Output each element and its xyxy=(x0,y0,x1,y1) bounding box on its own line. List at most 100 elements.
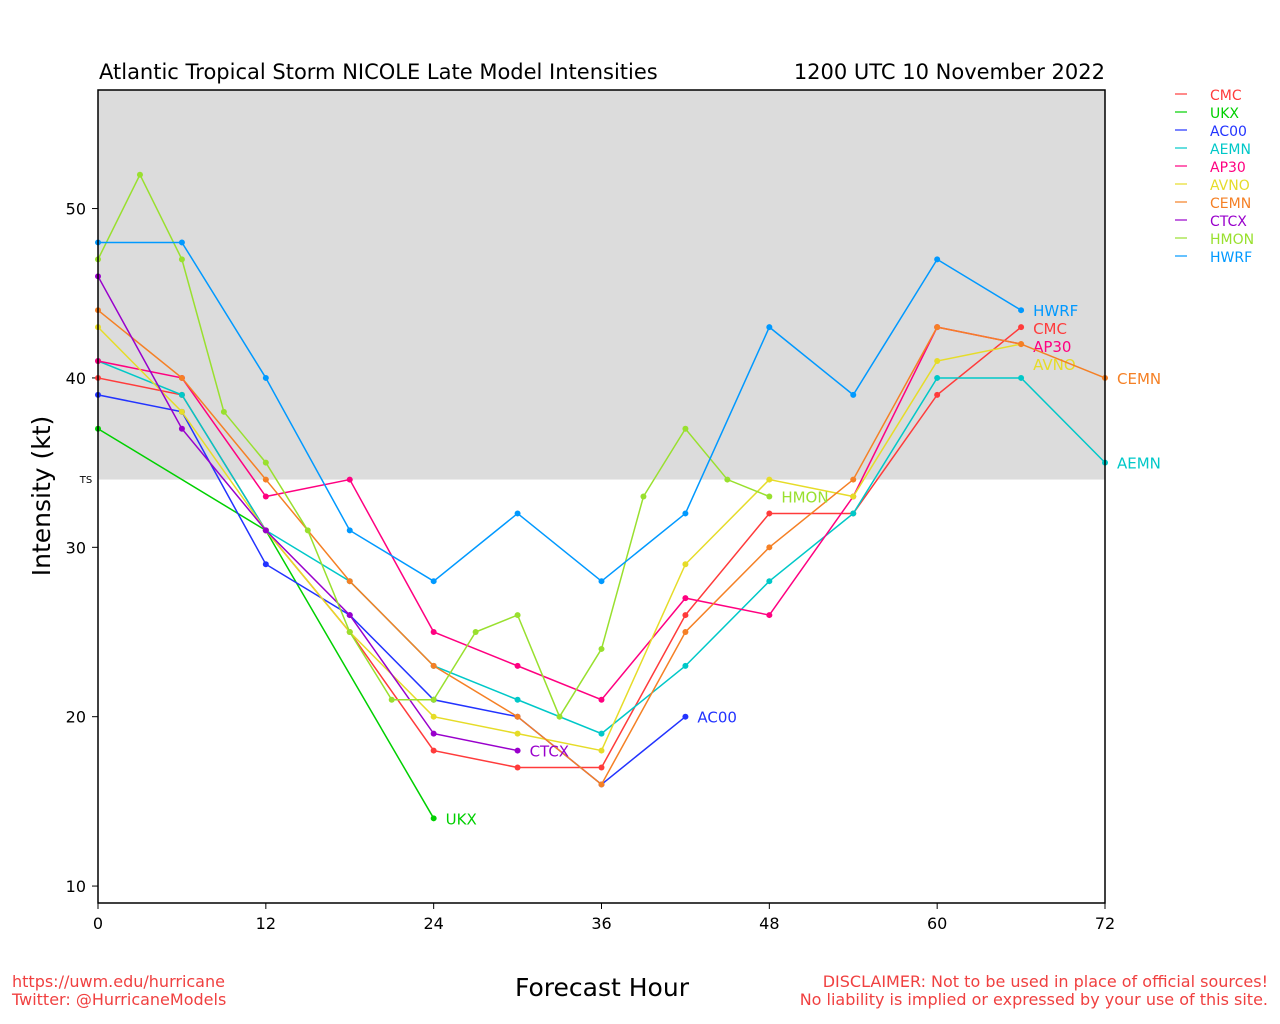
data-point xyxy=(514,612,521,619)
data-point xyxy=(766,544,773,551)
data-point xyxy=(430,696,437,703)
y-tick-label: 40 xyxy=(66,369,86,388)
data-point xyxy=(682,662,689,669)
data-point xyxy=(514,696,521,703)
data-point xyxy=(850,476,857,483)
series-hwrf: HWRF xyxy=(95,239,1078,585)
data-point xyxy=(934,324,941,331)
chart-subtitle: 1200 UTC 10 November 2022 xyxy=(794,60,1105,84)
data-point xyxy=(304,527,311,534)
data-point xyxy=(640,493,647,500)
data-point xyxy=(850,391,857,398)
data-point xyxy=(682,425,689,432)
data-point xyxy=(220,408,227,415)
series-ctcx: CTCX xyxy=(95,273,570,761)
data-point xyxy=(598,578,605,585)
data-point xyxy=(934,256,941,263)
data-point xyxy=(850,493,857,500)
series-end-label: AEMN xyxy=(1117,455,1161,473)
data-point xyxy=(346,476,353,483)
legend-entry: CTCX xyxy=(1210,214,1247,230)
data-point xyxy=(598,764,605,771)
series-end-label: AP30 xyxy=(1033,338,1071,356)
series-avno: AVNO xyxy=(95,324,1076,754)
data-point xyxy=(1018,307,1025,314)
data-point xyxy=(346,527,353,534)
data-point xyxy=(514,730,521,737)
data-point xyxy=(388,696,395,703)
data-point xyxy=(598,696,605,703)
legend-entry: CMC xyxy=(1210,88,1242,104)
data-point xyxy=(766,510,773,517)
series-end-label: CTCX xyxy=(530,743,570,761)
data-point xyxy=(766,612,773,619)
chart-title: Atlantic Tropical Storm NICOLE Late Mode… xyxy=(99,60,658,84)
legend: CMC UKX AC00 AEMN AP30 AVNO CEMN CTCX HMON HWRF xyxy=(1175,88,1254,266)
data-point xyxy=(724,476,731,483)
legend-entry: AVNO xyxy=(1210,178,1250,194)
ts-label: TS xyxy=(79,475,92,486)
series-end-label: AC00 xyxy=(697,709,737,727)
data-point xyxy=(262,561,269,568)
x-tick-label: 60 xyxy=(927,914,947,933)
series-ukx: UKX xyxy=(95,425,477,828)
data-point xyxy=(556,713,563,720)
data-point xyxy=(430,662,437,669)
data-point xyxy=(1018,324,1025,331)
legend-entry: AC00 xyxy=(1210,124,1247,140)
data-point xyxy=(430,815,437,822)
footer-twitter: Twitter: @HurricaneModels xyxy=(12,990,227,1009)
series-line xyxy=(97,326,1022,752)
x-tick-label: 12 xyxy=(256,914,276,933)
data-point xyxy=(934,358,941,364)
plot-frame xyxy=(97,89,1106,904)
data-point xyxy=(934,374,941,381)
y-axis-label: Intensity (kt) xyxy=(27,416,56,577)
series-end-label: HMON xyxy=(781,489,828,507)
data-point xyxy=(514,510,521,517)
data-point xyxy=(682,713,689,720)
series-cemn: CEMN xyxy=(95,307,1161,788)
data-point xyxy=(178,239,185,246)
data-point xyxy=(430,629,437,635)
ts-threshold-region xyxy=(98,90,1105,480)
series-line xyxy=(97,326,1022,701)
data-point xyxy=(514,662,521,669)
data-point xyxy=(1018,341,1025,348)
x-tick-label: 48 xyxy=(759,914,779,933)
data-point xyxy=(682,510,689,517)
footer-disclaimer-line1: DISCLAIMER: Not to be used in place of o… xyxy=(822,972,1268,991)
x-tick-label: 36 xyxy=(591,914,611,933)
footer-url[interactable]: https://uwm.edu/hurricane xyxy=(12,972,225,991)
data-point xyxy=(262,527,269,534)
data-point xyxy=(514,764,521,771)
data-point xyxy=(598,781,605,788)
series-end-label: UKX xyxy=(446,810,477,828)
legend-entry: AEMN xyxy=(1210,142,1251,158)
series-line xyxy=(98,241,1022,583)
data-point xyxy=(178,391,185,398)
series-end-label: AVNO xyxy=(1033,356,1076,374)
data-point xyxy=(262,493,269,500)
data-point xyxy=(346,629,353,635)
data-point xyxy=(262,374,269,381)
data-point xyxy=(178,408,185,415)
data-point xyxy=(850,510,857,517)
footer-disclaimer-line2: No liability is implied or expressed by … xyxy=(799,990,1268,1009)
data-point xyxy=(598,645,605,652)
data-point xyxy=(472,629,479,635)
data-point xyxy=(598,730,605,737)
series-line xyxy=(97,275,518,752)
y-tick-label: 50 xyxy=(66,200,86,219)
data-point xyxy=(346,612,353,619)
data-point xyxy=(136,171,143,178)
data-point xyxy=(766,476,773,483)
data-point xyxy=(430,747,437,754)
x-tick-label: 24 xyxy=(423,914,443,933)
data-point xyxy=(1018,374,1025,381)
series-hmon: HMON xyxy=(95,171,829,720)
data-point xyxy=(682,561,689,568)
x-tick-label: 0 xyxy=(93,914,103,933)
series-end-label: CEMN xyxy=(1117,370,1161,388)
